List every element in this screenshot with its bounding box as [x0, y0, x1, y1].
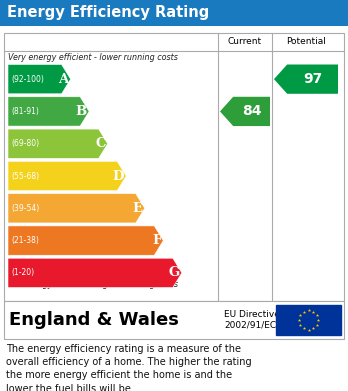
- Bar: [4, 33, 344, 301]
- Text: F: F: [152, 234, 161, 247]
- Text: Potential: Potential: [286, 38, 326, 47]
- Polygon shape: [8, 194, 145, 223]
- Polygon shape: [220, 97, 270, 126]
- Text: Energy Efficiency Rating: Energy Efficiency Rating: [7, 5, 209, 20]
- Text: (39-54): (39-54): [11, 204, 39, 213]
- Text: Very energy efficient - lower running costs: Very energy efficient - lower running co…: [8, 53, 178, 62]
- Text: Current: Current: [228, 38, 262, 47]
- Text: G: G: [168, 266, 180, 279]
- Text: B: B: [76, 105, 87, 118]
- Bar: [276, 305, 341, 335]
- Text: (81-91): (81-91): [11, 107, 39, 116]
- Polygon shape: [8, 226, 163, 255]
- Polygon shape: [274, 65, 338, 94]
- Text: EU Directive
2002/91/EC: EU Directive 2002/91/EC: [224, 310, 280, 330]
- Text: (69-80): (69-80): [11, 139, 39, 148]
- Polygon shape: [8, 129, 108, 158]
- Polygon shape: [8, 97, 89, 126]
- Text: The energy efficiency rating is a measure of the
overall efficiency of a home. T: The energy efficiency rating is a measur…: [6, 344, 252, 391]
- Text: 84: 84: [242, 104, 261, 118]
- Bar: [0, 0, 348, 26]
- Text: A: A: [58, 73, 69, 86]
- Polygon shape: [8, 65, 71, 94]
- Text: (92-100): (92-100): [11, 75, 44, 84]
- Text: (55-68): (55-68): [11, 172, 39, 181]
- Text: E: E: [133, 202, 143, 215]
- Text: 97: 97: [303, 72, 322, 86]
- Text: D: D: [113, 170, 124, 183]
- Text: C: C: [95, 137, 106, 150]
- Text: (1-20): (1-20): [11, 268, 34, 277]
- Text: Not energy efficient - higher running costs: Not energy efficient - higher running co…: [8, 280, 178, 289]
- Text: England & Wales: England & Wales: [9, 311, 179, 329]
- Polygon shape: [8, 161, 126, 191]
- Polygon shape: [8, 258, 182, 287]
- Bar: [4, 301, 344, 339]
- Text: (21-38): (21-38): [11, 236, 39, 245]
